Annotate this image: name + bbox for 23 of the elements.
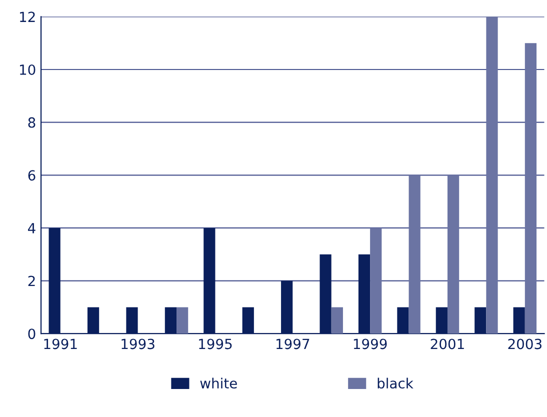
x-tick-label: 1999: [354, 338, 387, 350]
y-tick-label: 0: [28, 328, 36, 340]
legend-label: white: [200, 378, 237, 389]
x-tick-label: 1995: [199, 338, 232, 350]
bar: [370, 228, 382, 334]
y-tick-label: 6: [28, 170, 36, 181]
x-tick-label: 1993: [122, 338, 154, 350]
bar: [486, 16, 498, 334]
bar: [524, 43, 537, 334]
x-tick-label: 1997: [276, 338, 310, 350]
legend-label: black: [378, 378, 414, 389]
y-tick-label: 8: [28, 117, 36, 128]
y-tick-label: 4: [28, 223, 36, 234]
x-tick-label: 2003: [508, 338, 542, 350]
y-tick-label: 12: [20, 12, 35, 22]
y-tick-label: 10: [20, 64, 36, 75]
bar: [447, 175, 460, 334]
bar: [408, 175, 420, 334]
y-tick-label: 2: [28, 276, 35, 286]
bar: [176, 307, 188, 334]
x-tick-label: 2001: [430, 338, 464, 350]
x-tick-label: 1991: [44, 338, 77, 350]
bar: [331, 307, 343, 334]
